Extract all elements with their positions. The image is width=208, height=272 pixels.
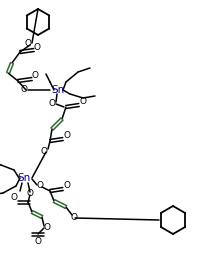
Text: O: O — [43, 222, 51, 231]
Text: O: O — [25, 39, 31, 48]
Text: O: O — [26, 190, 33, 199]
Text: O: O — [48, 98, 56, 107]
Text: O: O — [36, 181, 43, 190]
Text: O: O — [10, 193, 17, 202]
Text: O: O — [21, 85, 27, 94]
Text: O: O — [31, 72, 38, 81]
Text: O: O — [63, 181, 71, 190]
Text: O: O — [63, 131, 71, 141]
Text: O: O — [33, 42, 41, 51]
Text: O: O — [35, 236, 42, 246]
Text: O: O — [41, 147, 47, 156]
Text: O: O — [71, 212, 78, 221]
Text: Sn: Sn — [51, 85, 65, 95]
Text: O: O — [79, 97, 87, 107]
Text: Sn: Sn — [17, 173, 31, 183]
